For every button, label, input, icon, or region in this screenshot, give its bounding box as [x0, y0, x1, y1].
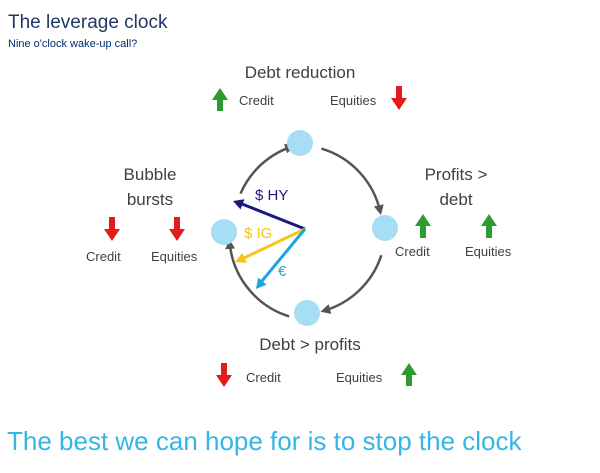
phase-right-credit-label: Credit	[395, 244, 430, 259]
clock-arc	[321, 147, 384, 216]
down-arrow-icon	[216, 363, 232, 387]
clock-arc	[239, 143, 296, 195]
phase-right-equities-label: Equities	[465, 244, 512, 259]
hand-hy-label: $ HY	[255, 187, 289, 204]
phase-left-equities-label: Equities	[151, 249, 198, 264]
hand-eur-label: €	[278, 263, 287, 280]
page-subtitle: Nine o'clock wake-up call?	[8, 38, 138, 50]
down-arrow-icon	[391, 86, 407, 110]
phase-bottom-title: Debt > profits	[259, 335, 361, 354]
phase-bottom-credit-label: Credit	[246, 370, 281, 385]
hand-ig-head	[235, 253, 247, 263]
hand-hy-head	[233, 199, 245, 210]
clock-dot-right	[372, 215, 398, 241]
phase-left-title: Bubble bursts	[123, 165, 177, 209]
phase-top-equities-label: Equities	[330, 93, 377, 108]
up-arrow-icon	[212, 88, 228, 111]
clock-dot-left	[211, 219, 237, 245]
hand-ig-label: $ IG	[244, 225, 273, 242]
clock-dot-bottom	[294, 300, 320, 326]
hand-ig-line	[243, 227, 306, 260]
down-arrow-icon	[169, 217, 185, 241]
phase-bottom-equities-label: Equities	[336, 370, 383, 385]
up-arrow-icon	[401, 363, 417, 386]
phase-right-title: Profits > debt	[424, 165, 488, 209]
tagline: The best we can hope for is to stop the …	[7, 426, 522, 456]
phase-top-credit-label: Credit	[239, 93, 274, 108]
phase-left-credit-label: Credit	[86, 249, 121, 264]
hand-eur-head	[256, 277, 267, 289]
clock-arc	[320, 254, 383, 314]
hand-eur-line	[260, 228, 307, 282]
phase-top-title: Debt reduction	[244, 63, 356, 82]
up-arrow-icon	[481, 214, 497, 238]
clock-dot-top	[287, 130, 313, 156]
up-arrow-icon	[415, 214, 431, 238]
page-title: The leverage clock	[8, 12, 168, 33]
clock-arc	[225, 239, 290, 318]
down-arrow-icon	[104, 217, 120, 241]
hand-hy-line	[241, 202, 306, 231]
